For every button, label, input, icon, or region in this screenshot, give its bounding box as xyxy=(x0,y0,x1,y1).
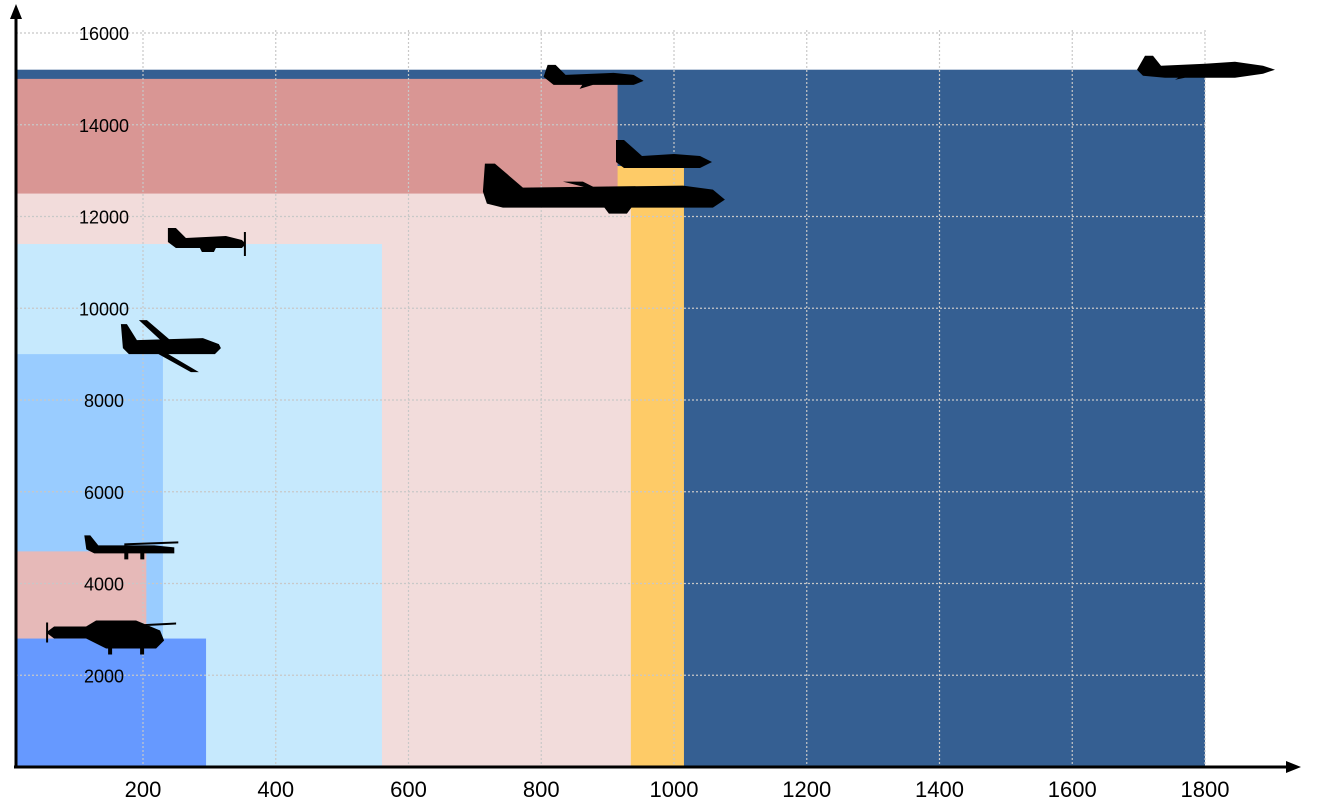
helicopter-icon xyxy=(46,620,177,655)
x-axis-arrow xyxy=(1286,761,1301,773)
x-tick-label: 1400 xyxy=(915,777,964,802)
y-tick-label: 2000 xyxy=(84,666,124,686)
cessna-icon xyxy=(84,535,179,560)
x-tick-label: 1800 xyxy=(1181,777,1230,802)
area-band-7 xyxy=(16,638,207,767)
drone-icon xyxy=(120,320,221,373)
business-jet-icon xyxy=(543,64,644,89)
airliner-icon xyxy=(482,163,725,214)
y-axis-arrow xyxy=(10,4,22,19)
icons-layer xyxy=(46,55,1275,655)
x-tick-label: 400 xyxy=(257,777,294,802)
grid-layer xyxy=(16,30,1206,767)
y-tick-label: 8000 xyxy=(84,391,124,411)
y-tick-label: 6000 xyxy=(84,483,124,503)
x-tick-label: 1000 xyxy=(650,777,699,802)
x-tick-label: 1600 xyxy=(1048,777,1097,802)
y-tick-label: 12000 xyxy=(79,208,129,228)
x-tick-label: 800 xyxy=(523,777,560,802)
turboprop-icon xyxy=(167,228,246,256)
axes-layer xyxy=(10,4,1301,773)
y-tick-label: 14000 xyxy=(79,116,129,136)
y-tick-label: 16000 xyxy=(79,24,129,44)
y-tick-label: 4000 xyxy=(84,575,124,595)
fighter-jet-small-icon xyxy=(616,140,712,168)
y-tick-label: 10000 xyxy=(79,299,129,319)
labels-layer: 2000 4000 6000 8000 10000 12000 14000 16000 200 4… xyxy=(79,24,1230,802)
x-tick-label: 200 xyxy=(125,777,162,802)
x-tick-label: 600 xyxy=(390,777,427,802)
areas-layer xyxy=(16,69,1205,768)
x-tick-label: 1200 xyxy=(782,777,831,802)
fighter-jet-icon xyxy=(1137,55,1275,80)
